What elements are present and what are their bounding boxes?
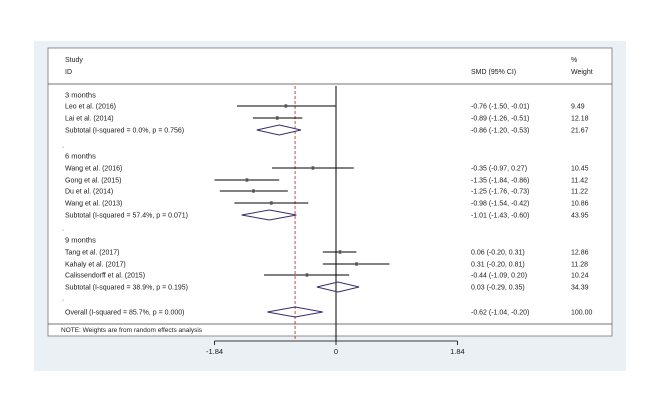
x-tick-label: -1.84 <box>206 347 223 356</box>
row-label: Calissendorff et al. (2015) <box>65 273 145 280</box>
x-tick-label: 0 <box>334 347 338 356</box>
x-tick-label: 1.84 <box>450 347 465 356</box>
subtotal-row: Subtotal (I-squared = 38.9%, p = 0.195) 0… <box>65 281 589 293</box>
study-row: Gong et al. (2015) -1.35 (-1.84, -0.86) 11… <box>65 178 588 185</box>
point-estimate <box>269 201 274 205</box>
group-header-row: 3 months <box>65 91 96 100</box>
smd-ci-value: -0.44 (-1.09, 0.20) <box>471 273 527 280</box>
subtotal-row: Subtotal (I-squared = 57.4%, p = 0.071) -… <box>65 209 589 221</box>
row-label: Kahaly et al. (2017) <box>65 262 126 269</box>
group-label: 9 months <box>65 236 96 245</box>
group-header-row: 9 months <box>65 236 96 245</box>
group-label: 3 months <box>65 91 96 100</box>
header-id: ID <box>65 69 72 76</box>
spacer-row: . <box>62 143 64 150</box>
smd-ci-value: -0.89 (-1.26, -0.51) <box>471 116 529 123</box>
header-percent: % <box>571 57 577 64</box>
x-axis-ticks: -1.84 0 1.84 <box>206 341 465 356</box>
group-label: 6 months <box>65 152 96 161</box>
plot-panel <box>47 47 613 337</box>
smd-ci-value: -1.35 (-1.84, -0.86) <box>471 178 529 185</box>
pooled-diamond <box>256 124 302 136</box>
study-row: Wang et al. (2016) -0.35 (-0.97, 0.27) 10.… <box>65 166 589 173</box>
smd-ci-value: 0.06 (-0.20, 0.31) <box>471 250 525 257</box>
row-label: . <box>62 143 64 150</box>
point-estimate <box>251 189 256 193</box>
weight-value: 11.28 <box>571 262 588 269</box>
study-row: Lai et al. (2014) -0.89 (-1.26, -0.51) 12.… <box>65 116 589 123</box>
smd-ci-value: 0.03 (-0.29, 0.35) <box>471 285 525 292</box>
row-label: Tang et al. (2017) <box>65 250 119 257</box>
header-weight: Weight <box>571 69 593 76</box>
weight-value: 100.00 <box>571 310 593 317</box>
row-label: Wang et al. (2016) <box>65 166 122 173</box>
weight-value: 10.86 <box>571 201 589 208</box>
study-row: Kahaly et al. (2017) 0.31 (-0.20, 0.81) 11… <box>65 262 588 269</box>
weight-value: 10.45 <box>571 166 589 173</box>
smd-ci-value: -1.25 (-1.76, -0.73) <box>471 189 529 196</box>
spacer-row: . <box>62 226 64 233</box>
row-label: Subtotal (I-squared = 38.9%, p = 0.195) <box>65 285 188 292</box>
row-label: . <box>62 226 64 233</box>
subtotal-row: Subtotal (I-squared = 0.0%, p = 0.756) -0… <box>65 124 589 136</box>
smd-ci-value: -0.62 (-1.04, -0.20) <box>471 310 529 317</box>
row-label: Subtotal (I-squared = 0.0%, p = 0.756) <box>65 128 184 135</box>
footnote: NOTE: Weights are from random effects an… <box>61 327 203 334</box>
study-row: Du et al. (2014) -1.25 (-1.76, -0.73) 11.2… <box>65 189 588 196</box>
row-label: Gong et al. (2015) <box>65 178 121 185</box>
smd-ci-value: -0.35 (-0.97, 0.27) <box>471 166 527 173</box>
point-estimate <box>305 273 309 277</box>
weight-value: 12.86 <box>571 250 589 257</box>
weight-value: 21.67 <box>571 128 589 135</box>
forest-rows: 3 months Leo et al. (2016) -0.76 (-1.50, -… <box>62 86 593 341</box>
row-label: Subtotal (I-squared = 57.4%, p = 0.071) <box>65 213 188 220</box>
row-label: Wang et al. (2013) <box>65 201 122 208</box>
study-row: Leo et al. (2016) -0.76 (-1.50, -0.01) 9.4… <box>65 104 585 111</box>
pooled-diamond <box>267 306 323 318</box>
point-estimate <box>311 166 315 170</box>
smd-ci-value: 0.31 (-0.20, 0.81) <box>471 262 525 269</box>
header-study: Study <box>65 57 83 64</box>
weight-value: 11.42 <box>571 178 588 185</box>
header-smd: SMD (95% CI) <box>471 69 516 76</box>
weight-value: 12.18 <box>571 116 589 123</box>
study-row: Wang et al. (2013) -0.98 (-1.54, -0.42) 10… <box>65 201 589 208</box>
smd-ci-value: -0.86 (-1.20, -0.53) <box>471 128 529 135</box>
point-estimate <box>275 116 279 120</box>
study-row: Tang et al. (2017) 0.06 (-0.20, 0.31) 12.8… <box>65 250 589 257</box>
subtotal-row: Overall (I-squared = 85.7%, p = 0.000) -0… <box>65 306 593 318</box>
weight-value: 10.24 <box>571 273 589 280</box>
weight-value: 34.39 <box>571 285 589 292</box>
smd-ci-value: -0.76 (-1.50, -0.01) <box>471 104 529 111</box>
weight-value: 11.22 <box>571 189 588 196</box>
row-label: . <box>62 296 64 303</box>
row-label: Overall (I-squared = 85.7%, p = 0.000) <box>65 310 184 317</box>
group-header-row: 6 months <box>65 152 96 161</box>
spacer-row: . <box>62 296 64 303</box>
row-label: Du et al. (2014) <box>65 189 113 196</box>
pooled-diamond <box>241 209 297 221</box>
point-estimate <box>245 178 249 182</box>
smd-ci-value: -1.01 (-1.43, -0.60) <box>471 213 529 220</box>
smd-ci-value: -0.98 (-1.54, -0.42) <box>471 201 529 208</box>
study-row: Calissendorff et al. (2015) -0.44 (-1.09,… <box>65 273 589 280</box>
point-estimate <box>338 250 342 254</box>
pooled-diamond <box>316 281 360 293</box>
row-label: Lai et al. (2014) <box>65 116 114 123</box>
weight-value: 9.49 <box>571 104 585 111</box>
weight-value: 43.95 <box>571 213 589 220</box>
point-estimate <box>354 262 359 266</box>
point-estimate <box>284 104 288 108</box>
row-label: Leo et al. (2016) <box>65 104 116 111</box>
